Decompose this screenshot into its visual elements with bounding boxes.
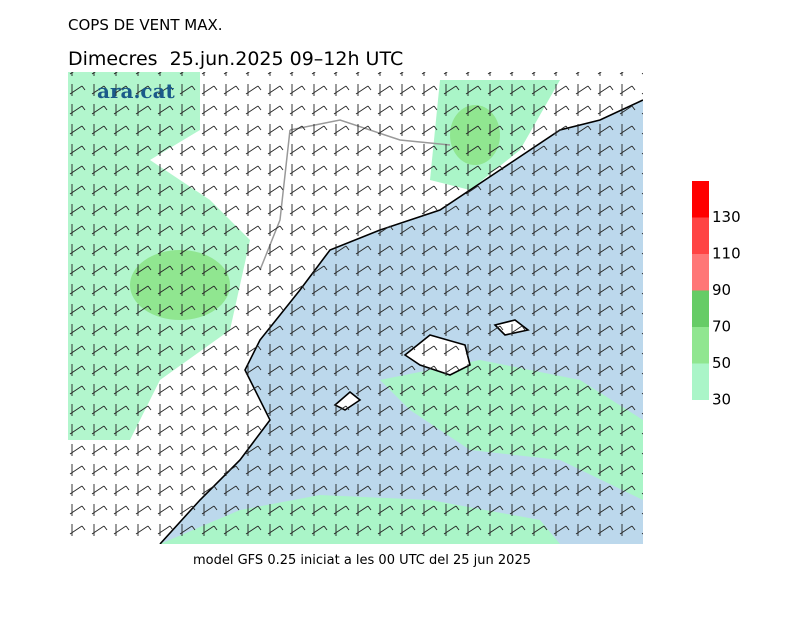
colorbar-tick-label: 110	[712, 245, 741, 263]
map-subtitle: Dimecres 25.jun.2025 09–12h UTC	[68, 48, 403, 70]
footer: model GFS 0.25 iniciat a les 00 UTC del …	[193, 553, 531, 568]
colorbar-segment	[692, 217, 709, 254]
logo: ara.cat	[97, 79, 176, 103]
map: ara.cat	[68, 72, 643, 544]
colorbar-tick-label: 70	[712, 318, 731, 336]
colorbar-tick-label: 130	[712, 208, 741, 226]
colorbar-tick-label: 90	[712, 281, 731, 299]
colorbar: 30 50 70 90 110 130	[692, 181, 741, 409]
colorbar-tick-label: 50	[712, 354, 731, 372]
colorbar-segment	[692, 290, 709, 327]
colorbar-segment	[692, 363, 709, 400]
colorbar-tick-label: 30	[712, 391, 731, 409]
map-title: COPS DE VENT MAX.	[68, 16, 223, 34]
colorbar-segment	[692, 327, 709, 364]
colorbar-segment	[692, 181, 709, 218]
colorbar-segment	[692, 254, 709, 291]
wind-barbs	[68, 72, 643, 544]
